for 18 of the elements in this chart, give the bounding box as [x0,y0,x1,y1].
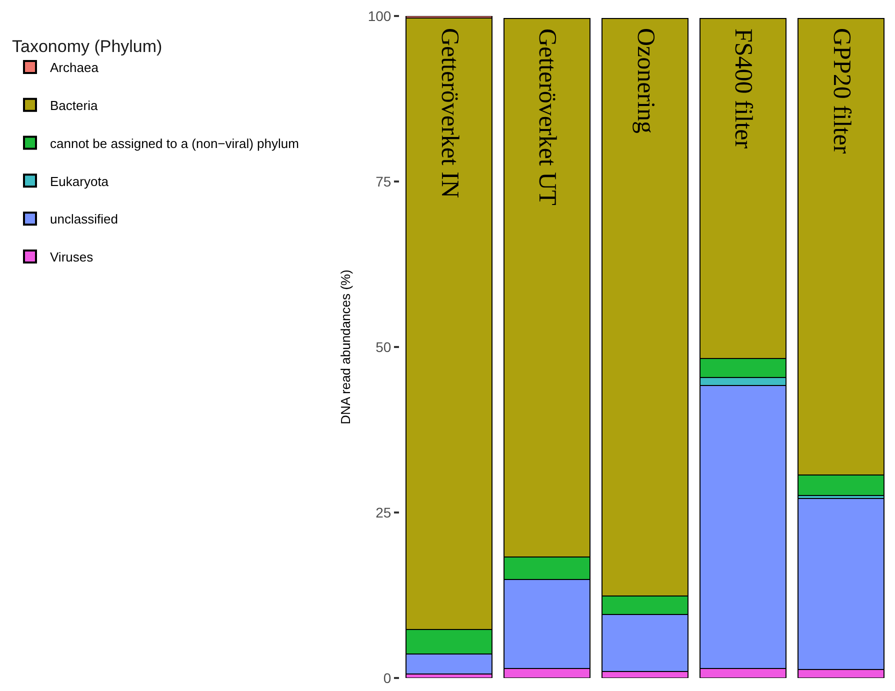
x-tick-label: Getteröverket IN [436,28,463,198]
x-tick-label: Ozonering [632,28,659,134]
legend-label: Archaea [50,60,100,76]
legend-label: unclassified [50,212,118,227]
y-tick-label: 75 [376,173,392,190]
y-tick-label: 0 [383,670,392,686]
y-axis-title: DNA read abundances (%) [338,270,353,424]
legend-label: Bacteria [50,98,98,113]
legend-label: Viruses [50,250,94,265]
x-tick-label: Getteröverket UT [533,28,560,206]
y-tick-label: 50 [376,338,392,355]
y-tick-label: 100 [368,8,392,24]
legend-title: Taxonomy (Phylum) [12,37,162,56]
y-tick-label: 25 [376,504,392,520]
x-tick-label: GPP20 filter [828,28,855,154]
x-tick-label: FS400 filter [729,28,756,150]
legend-label: cannot be assigned to a (non−viral) phylum [50,136,299,151]
legend-label: Eukaryota [50,174,110,189]
